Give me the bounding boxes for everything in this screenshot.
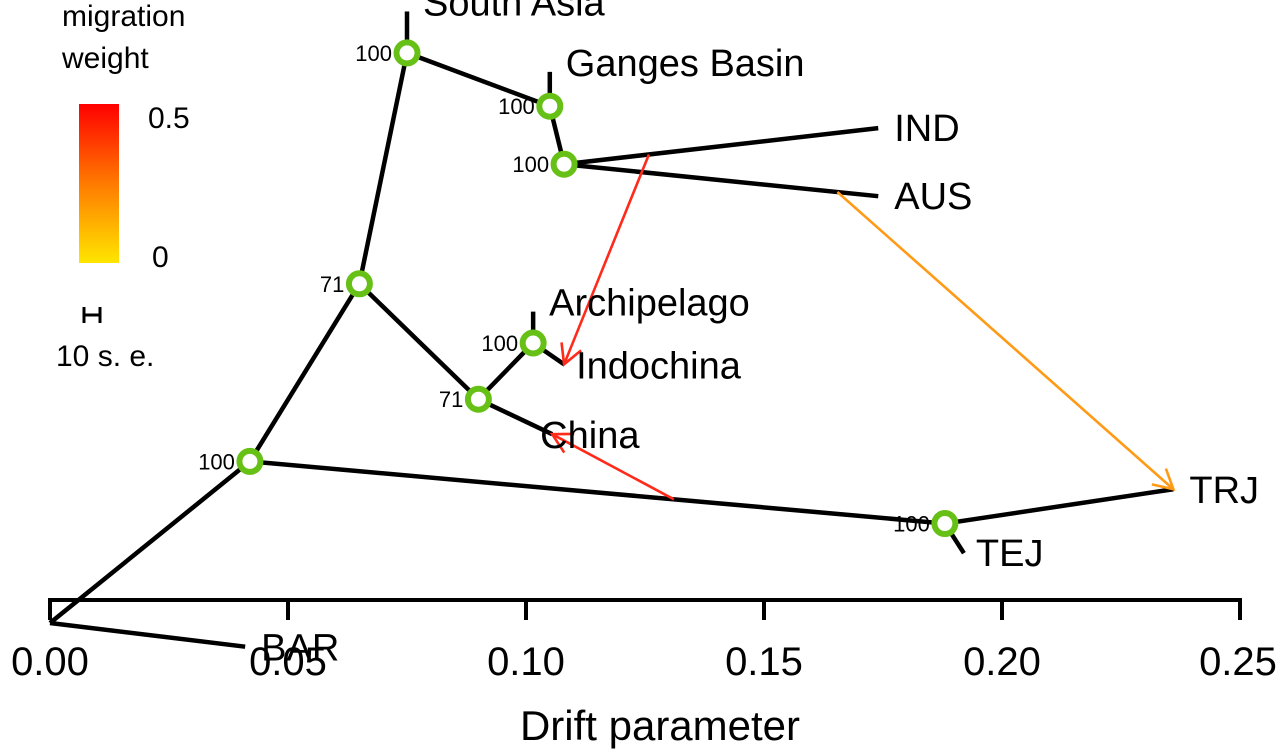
x-tick-label-3: 0.15 — [725, 640, 803, 684]
leaf-label-ind: IND — [894, 108, 959, 150]
migration-arrow-to-indochina — [560, 153, 651, 367]
tree-nodes: 100 71 100 100 100 100 71 100 — [198, 39, 959, 538]
migration-arrow-to-china — [549, 432, 675, 501]
node-marker-n_indica_aus — [345, 270, 373, 298]
bootstrap-support-n_gb: 100 — [498, 94, 535, 119]
x-tick-label-1: 0.05 — [249, 640, 327, 684]
edge-n-cult-to-n-indica-aus — [248, 282, 362, 463]
bootstrap-support-n_ai: 100 — [481, 331, 518, 356]
edge-n-cult-to-n-jap — [249, 459, 946, 526]
node-marker-n_gb — [536, 92, 564, 120]
migration-weight-color-scale — [79, 104, 119, 263]
bootstrap-support-n_sea: 71 — [439, 387, 463, 412]
legend-title-line-1: migration — [62, 0, 185, 33]
edge-n-ind-aus-to-ind — [563, 125, 879, 167]
bootstrap-support-n_sa: 100 — [355, 41, 392, 66]
leaf-label-trj: TRJ — [1189, 470, 1259, 512]
migration-arrow-to-trj — [836, 191, 1176, 492]
node-marker-n_sea — [464, 385, 492, 413]
leaf-label-aus: AUS — [894, 176, 972, 218]
edge-n-sa-to-n-gb — [406, 50, 551, 109]
legend-scale-min-label: 0 — [152, 241, 169, 274]
edge-n-indica-aus-to-n-sea — [357, 282, 480, 401]
node-marker-n_ind_aus — [550, 150, 578, 178]
leaf-label-south-asia: South Asia — [423, 0, 606, 24]
node-marker-n_sa — [393, 39, 421, 67]
edge-root-to-bar — [49, 620, 246, 649]
edge-n-jap-to-trj — [944, 486, 1174, 526]
edge-n-ind-aus-to-aus — [563, 161, 879, 199]
leaf-label-bar: BAR — [261, 628, 339, 670]
leaf-label-tej: TEJ — [976, 533, 1044, 575]
x-tick-label-4: 0.20 — [963, 640, 1041, 684]
leaf-label-indochina: Indochina — [576, 345, 742, 387]
x-axis: 0.00 0.05 0.10 0.15 0.20 0.25 Drift parameter — [11, 598, 1277, 749]
leaf-label-ganges-basin: Ganges Basin — [566, 43, 805, 85]
legend-title-line-2: weight — [61, 42, 149, 75]
node-marker-n_cult — [236, 447, 264, 475]
leaf-labels: South Asia Ganges Basin IND AUS Archipelago I… — [261, 0, 1259, 670]
leaf-label-china: China — [540, 415, 640, 457]
bootstrap-support-n_indica_aus: 71 — [320, 272, 344, 297]
bootstrap-support-n_cult: 100 — [198, 449, 235, 474]
x-axis-title: Drift parameter — [520, 702, 800, 749]
node-marker-n_jap — [931, 510, 959, 538]
legend-scale-max-label: 0.5 — [148, 102, 190, 135]
standard-error-scale-bar — [82, 307, 102, 323]
x-tick-label-5: 0.25 — [1199, 640, 1277, 684]
x-tick-label-2: 0.10 — [487, 640, 565, 684]
leaf-label-archipelago: Archipelago — [549, 283, 750, 325]
edge-root-to-n-cult — [48, 459, 252, 625]
migration-arrows — [549, 153, 1176, 501]
legend: migration weight 0.5 0 10 s. e. — [56, 0, 190, 373]
bootstrap-support-n_jap: 100 — [893, 512, 930, 537]
edge-n-indica-aus-to-n-sa — [357, 52, 410, 285]
x-tick-label-0: 0.00 — [11, 640, 89, 684]
bootstrap-support-n_ind_aus: 100 — [512, 152, 549, 177]
node-marker-n_ai — [519, 329, 547, 357]
legend-se-label: 10 s. e. — [56, 340, 154, 373]
edge-n-sea-to-china — [477, 397, 554, 437]
